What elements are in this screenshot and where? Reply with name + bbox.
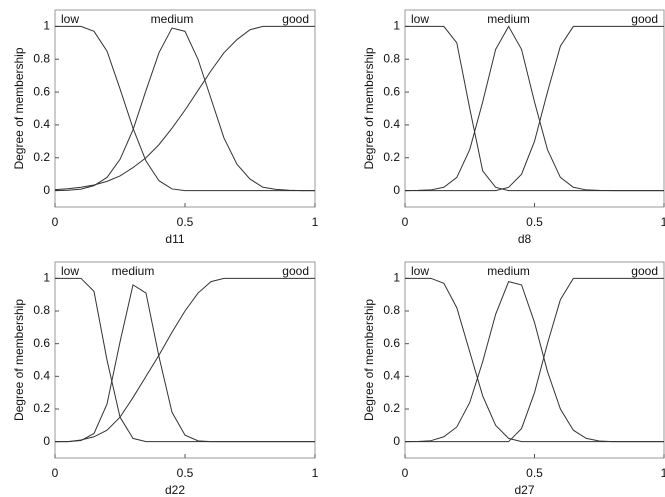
curve-label: medium [487, 12, 530, 26]
y-tick-label: 1 [393, 19, 400, 33]
y-tick-label: 1 [393, 271, 400, 285]
curve-label: low [61, 12, 79, 26]
y-axis-label: Degree of membership [12, 299, 26, 421]
membership-curve [405, 26, 664, 190]
x-tick-label: 0 [52, 466, 59, 480]
subplot: 0 0.2 0.4 0.6 0.8 1 0 0.5 1 d11 Degree of membersh… [12, 10, 318, 246]
x-tick-label: 1 [661, 215, 665, 229]
y-tick-label: 1 [43, 19, 50, 33]
x-tick-label: 0.5 [526, 215, 543, 229]
curve-label: good [282, 12, 309, 26]
curve-label: low [411, 12, 429, 26]
curve-label: good [631, 12, 658, 26]
y-tick-label: 0 [393, 183, 400, 197]
x-axis-label: d27 [514, 483, 534, 497]
x-tick-label: 0 [402, 215, 409, 229]
membership-curve [55, 278, 315, 441]
y-tick-label: 0.6 [33, 336, 50, 350]
y-axis-label: Degree of membership [362, 47, 376, 169]
plot-frame [55, 10, 315, 207]
y-tick-label: 0.6 [383, 84, 400, 98]
x-tick-label: 0.5 [177, 466, 194, 480]
curve-label: good [282, 264, 309, 278]
membership-curve [405, 278, 664, 441]
y-tick-label: 0.4 [383, 369, 400, 383]
curve-label: medium [151, 12, 194, 26]
y-tick-label: 0.2 [383, 150, 400, 164]
y-tick-label: 0 [393, 434, 400, 448]
x-tick-label: 1 [661, 466, 665, 480]
curve-label: medium [487, 264, 530, 278]
x-axis-label: d11 [165, 232, 184, 246]
x-tick-label: 0 [402, 466, 409, 480]
x-tick-label: 1 [312, 466, 319, 480]
x-tick-label: 1 [312, 215, 319, 229]
x-tick-label: 0.5 [526, 466, 543, 480]
y-tick-label: 0.4 [33, 117, 50, 131]
y-tick-label: 0.6 [33, 84, 50, 98]
y-tick-label: 1 [43, 271, 50, 285]
curve-label: good [631, 264, 658, 278]
y-tick-label: 0.2 [33, 401, 50, 415]
y-tick-label: 0.2 [33, 150, 50, 164]
y-axis-label: Degree of membership [12, 47, 26, 169]
membership-curve [405, 278, 664, 441]
subplot: 0 0.2 0.4 0.6 0.8 1 0 0.5 1 d27 Degree of membersh… [362, 262, 665, 497]
x-tick-label: 0 [52, 215, 59, 229]
membership-curve [55, 285, 315, 442]
plot-frame [405, 10, 664, 207]
membership-curve [405, 26, 664, 190]
y-tick-label: 0.6 [383, 336, 400, 350]
membership-curve [55, 278, 315, 441]
y-tick-label: 0.8 [383, 303, 400, 317]
x-axis-label: d22 [165, 483, 185, 497]
subplot: 0 0.2 0.4 0.6 0.8 1 0 0.5 1 d8 Degree of membershi… [362, 10, 665, 246]
curve-label: medium [112, 264, 155, 278]
y-tick-label: 0 [43, 434, 50, 448]
y-axis-label: Degree of membership [362, 299, 376, 421]
x-tick-label: 0.5 [177, 215, 194, 229]
subplot: 0 0.2 0.4 0.6 0.8 1 0 0.5 1 d22 Degree of membersh… [12, 262, 318, 497]
y-tick-label: 0.4 [33, 369, 50, 383]
x-axis-label: d8 [518, 232, 532, 246]
membership-curve [55, 26, 315, 189]
membership-curve [405, 26, 664, 190]
y-tick-label: 0.4 [383, 117, 400, 131]
curve-label: low [61, 264, 79, 278]
y-tick-label: 0.8 [33, 51, 50, 65]
y-tick-label: 0.2 [383, 401, 400, 415]
figure: 0 0.2 0.4 0.6 0.8 1 0 0.5 1 d11 Degree of membersh… [0, 0, 665, 497]
y-tick-label: 0.8 [33, 303, 50, 317]
plot-frame [405, 262, 664, 458]
curve-label: low [411, 264, 429, 278]
y-tick-label: 0.8 [383, 51, 400, 65]
membership-curve [55, 26, 315, 190]
membership-curve [405, 282, 664, 442]
y-tick-label: 0 [43, 183, 50, 197]
